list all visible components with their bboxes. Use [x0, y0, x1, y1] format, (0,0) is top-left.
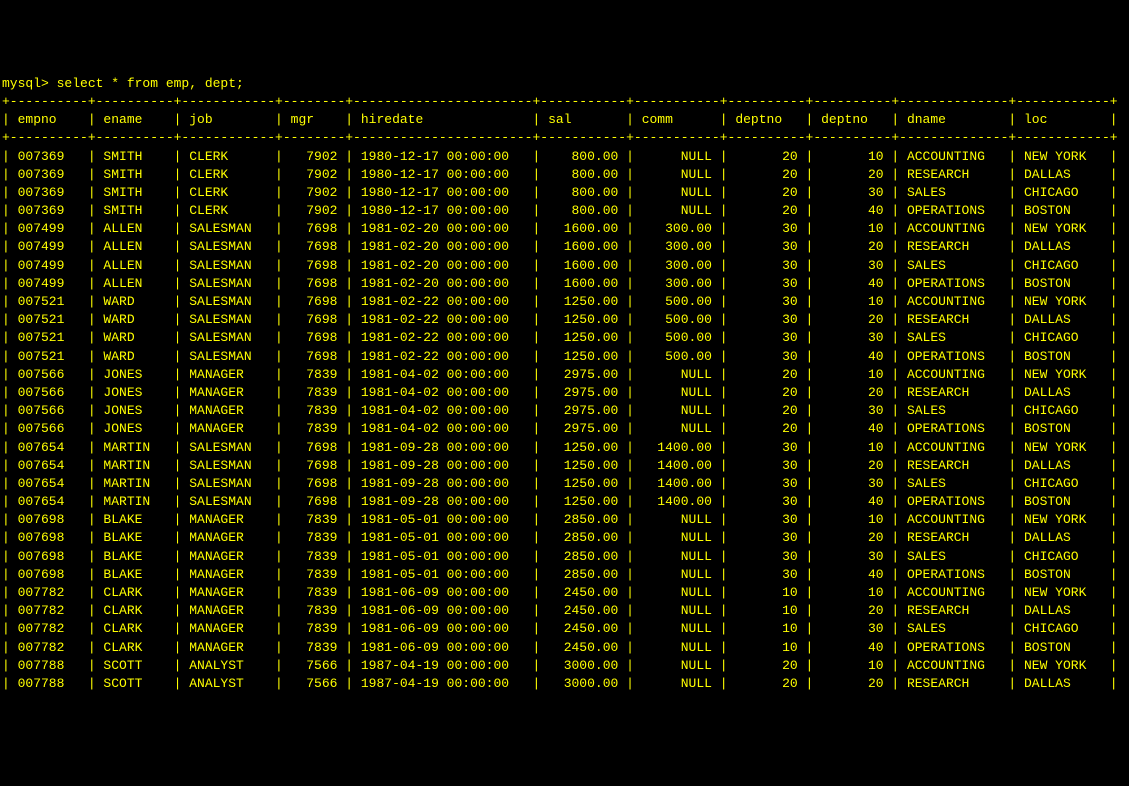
- sql-query: select * from emp, dept;: [57, 76, 244, 91]
- table-header-row: | empno | ename | job | mgr | hiredate |…: [2, 112, 1118, 127]
- table-border-top: +----------+----------+------------+----…: [2, 94, 1118, 109]
- terminal-output: mysql> select * from emp, dept; +-------…: [2, 75, 1129, 693]
- table-border-mid: +----------+----------+------------+----…: [2, 130, 1118, 145]
- table-body: | 007369 | SMITH | CLERK | 7902 | 1980-1…: [2, 149, 1118, 691]
- mysql-prompt: mysql>: [2, 76, 57, 91]
